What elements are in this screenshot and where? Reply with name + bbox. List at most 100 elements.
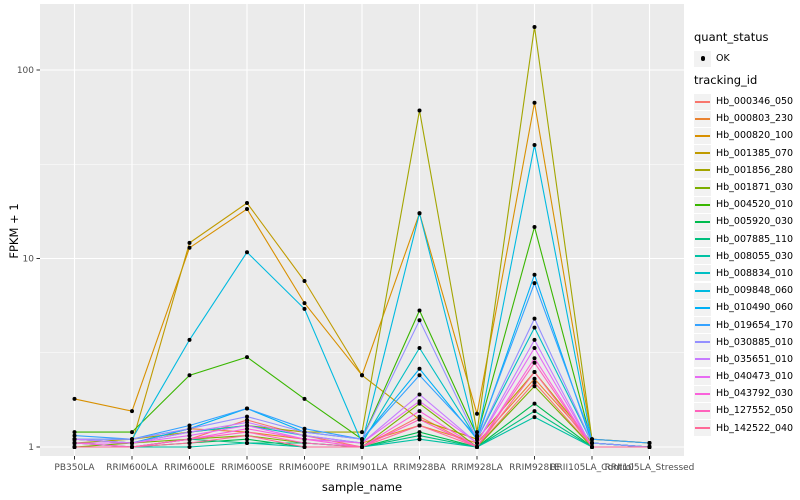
x-tick-label: RRIM928LE: [509, 463, 560, 473]
legend-item-label: Hb_005920_030: [716, 216, 794, 228]
quant-point: [187, 441, 192, 445]
y-tick-label: 100: [17, 66, 34, 76]
legend-item-Hb_142522_040: Hb_142522_040: [694, 420, 800, 437]
quant-point: [187, 437, 192, 442]
quant-point: [532, 100, 537, 105]
point-key-icon: [694, 50, 711, 67]
quant-point: [302, 306, 307, 311]
legend-quant-status-title: quant_status: [694, 30, 769, 44]
legend-item-Hb_008834_010: Hb_008834_010: [694, 265, 800, 282]
quant-point: [360, 373, 364, 378]
legend-item-label: Hb_008834_010: [716, 267, 794, 279]
quant-point: [532, 370, 537, 374]
line-key-icon: [694, 231, 711, 248]
quant-point: [590, 445, 594, 449]
quant-point: [532, 415, 537, 420]
quant-point: [72, 437, 77, 442]
legend-item-Hb_040473_010: Hb_040473_010: [694, 368, 800, 385]
quant-point: [302, 301, 307, 306]
line-key-icon: [694, 368, 711, 385]
legend-item-Hb_000346_050: Hb_000346_050: [694, 93, 800, 110]
legend-item-Hb_005920_030: Hb_005920_030: [694, 213, 800, 230]
legend-item-Hb_127552_050: Hb_127552_050: [694, 402, 800, 419]
quant-point: [417, 430, 422, 435]
x-tick-label: RRIM600LE: [164, 463, 215, 473]
line-key-icon: [694, 420, 711, 437]
quant-point: [130, 445, 134, 449]
quant-point: [72, 430, 77, 435]
quant-point: [245, 433, 249, 438]
quant-point: [302, 445, 307, 449]
legend-tracking-id: tracking_id Hb_000346_050 Hb_000803_230 Hb…: [694, 73, 800, 437]
quant-point: [187, 430, 192, 435]
quant-point: [417, 346, 422, 350]
legend-item-label: Hb_010490_060: [716, 302, 794, 314]
x-tick-label: RRIM600LA: [106, 463, 158, 473]
legend-item-Hb_008055_030: Hb_008055_030: [694, 248, 800, 265]
quant-point: [417, 414, 422, 419]
legend-item-Hb_007885_110: Hb_007885_110: [694, 231, 800, 248]
legend-item-Hb_019654_170: Hb_019654_170: [694, 316, 800, 334]
x-axis-title: sample_name: [321, 480, 403, 494]
legend-item-ok: OK: [694, 50, 800, 67]
quant-point: [245, 423, 249, 428]
quant-point: [130, 441, 134, 445]
legend-item-Hb_035651_010: Hb_035651_010: [694, 351, 800, 368]
line-key-icon: [694, 196, 711, 213]
quant-point: [417, 409, 422, 414]
legend-item-label: Hb_008055_030: [716, 250, 794, 262]
x-tick-label: RRIM600PE: [279, 463, 331, 473]
line-key-icon: [694, 179, 711, 196]
quant-point: [302, 437, 307, 442]
quant-point: [647, 445, 652, 449]
quant-point: [187, 423, 192, 428]
quant-point: [187, 433, 192, 438]
x-tick-label: RRII105LA_Control: [550, 463, 633, 473]
quant-point: [417, 211, 422, 216]
quant-point: [475, 430, 479, 435]
quant-point: [360, 437, 364, 442]
quant-point: [475, 437, 479, 442]
quant-point: [532, 325, 537, 330]
y-tick-label: 1: [28, 443, 34, 453]
y-tick-label: 10: [23, 255, 35, 265]
legend-item-label: Hb_030885_010: [716, 336, 794, 348]
legend-item-label: Hb_000820_100: [716, 130, 794, 142]
quant-point: [360, 430, 364, 435]
legend-item-Hb_009848_060: Hb_009848_060: [694, 282, 800, 299]
quant-point: [532, 360, 537, 365]
quant-point: [245, 207, 249, 211]
quant-point: [532, 401, 537, 406]
legend-item-Hb_000820_100: Hb_000820_100: [694, 127, 800, 144]
line-key-icon: [694, 145, 711, 162]
quant-point: [532, 281, 537, 286]
quant-point: [417, 433, 422, 438]
quant-point: [590, 437, 594, 442]
quant-point: [475, 441, 479, 445]
quant-point: [532, 346, 537, 350]
y-axis-title: FPKM + 1: [7, 203, 21, 259]
legend-item-label: Hb_000346_050: [716, 96, 794, 108]
x-tick-label: RRIM901LA: [336, 463, 388, 473]
quant-point: [532, 376, 537, 381]
quant-point: [532, 380, 537, 385]
quant-point: [302, 279, 307, 283]
quant-point: [647, 441, 652, 445]
quant-point: [245, 355, 249, 360]
quant-point: [187, 337, 192, 342]
quant-point: [532, 356, 537, 361]
quant-point: [245, 441, 249, 445]
x-tick-label: RRIM600SE: [221, 463, 273, 473]
quant-point: [475, 445, 479, 449]
quant-point: [532, 143, 537, 147]
legend-item-Hb_030885_010: Hb_030885_010: [694, 334, 800, 351]
quant-point: [245, 406, 249, 411]
line-key-icon: [694, 265, 711, 282]
quant-point: [245, 420, 249, 425]
line-key-icon: [694, 162, 711, 179]
line-key-icon: [694, 93, 711, 110]
quant-point: [130, 437, 134, 442]
quant-point: [417, 373, 422, 378]
line-key-icon: [694, 127, 711, 144]
